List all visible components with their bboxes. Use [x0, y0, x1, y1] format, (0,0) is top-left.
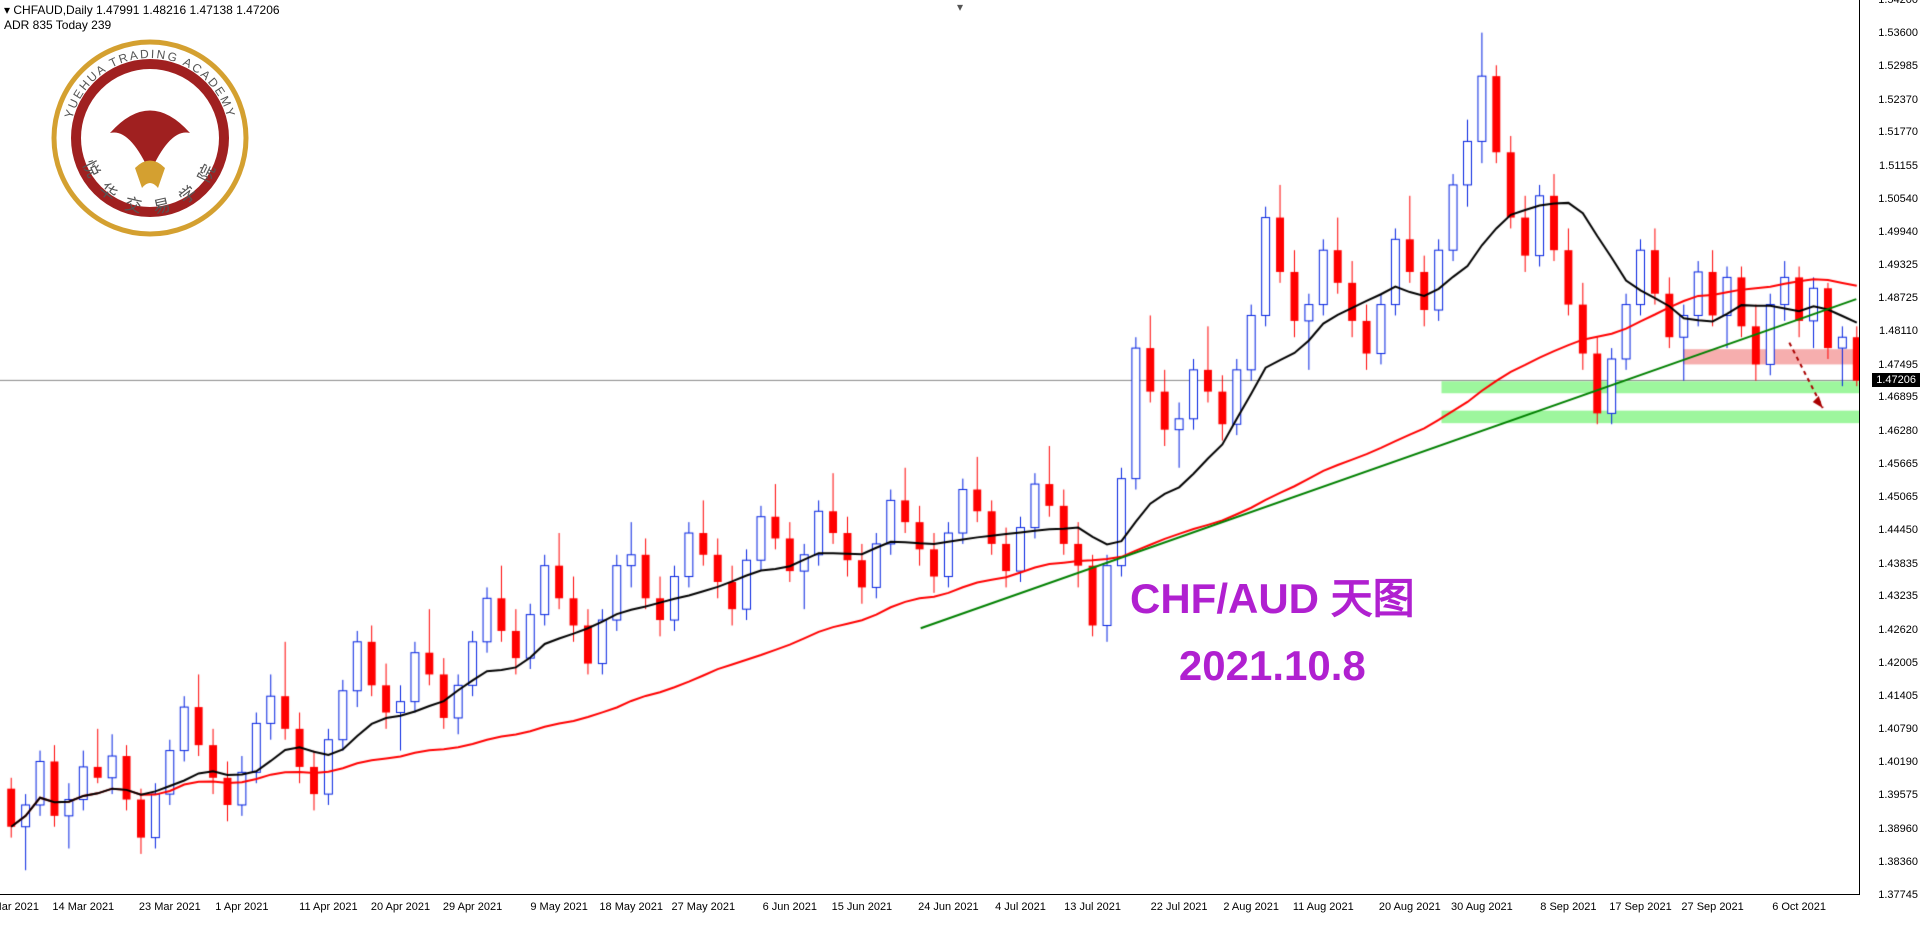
logo-top-text: YUEHUA TRADING ACADEMY: [62, 47, 239, 120]
dropdown-arrow-icon: ▾: [957, 0, 963, 14]
academy-logo: YUEHUA TRADING ACADEMY 悦 华 交 易 学 院: [40, 28, 260, 248]
chart-annotation: CHF/AUD 天图 2021.10.8: [1130, 565, 1415, 699]
current-price-tag: 1.47206: [1872, 373, 1920, 387]
candlestick-chart[interactable]: [0, 0, 1860, 895]
svg-text:YUEHUA TRADING ACADEMY: YUEHUA TRADING ACADEMY: [62, 47, 239, 120]
chart-container: ▾ ▾ CHFAUD,Daily 1.47991 1.48216 1.47138…: [0, 0, 1920, 927]
time-axis: 4 Mar 202114 Mar 202123 Mar 20211 Apr 20…: [0, 894, 1860, 927]
price-axis: 1.542001.536001.529851.523701.517701.511…: [1859, 0, 1920, 895]
symbol-info: ▾ CHFAUD,Daily 1.47991 1.48216 1.47138 1…: [4, 3, 280, 17]
